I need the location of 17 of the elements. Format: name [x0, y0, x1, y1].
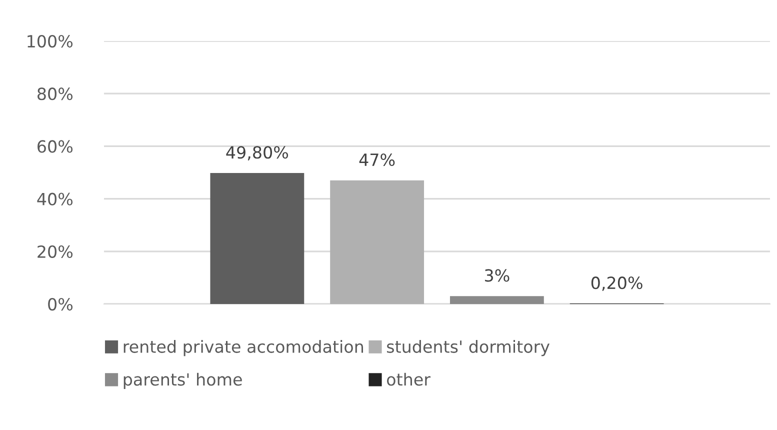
- data-label: 49,80%: [226, 146, 288, 160]
- bar: [210, 173, 304, 304]
- legend-label: rented private accomodation: [124, 340, 364, 356]
- y-tick-label: 80%: [38, 88, 73, 100]
- bar: [450, 296, 544, 304]
- data-label: 0,20%: [591, 276, 642, 291]
- y-tick-label: 60%: [38, 140, 73, 153]
- bar: [330, 180, 424, 304]
- data-label: 47%: [359, 153, 395, 166]
- y-tick-label: 20%: [38, 245, 73, 258]
- y-tick-label: 0%: [48, 298, 73, 311]
- y-tick-label: 40%: [37, 192, 73, 206]
- data-label: 3%: [484, 269, 510, 282]
- legend-label: students' dormitory: [386, 340, 550, 356]
- legend-label: other: [387, 372, 430, 386]
- y-tick-label: 100%: [28, 34, 73, 48]
- legend-label: parents' home: [124, 372, 242, 389]
